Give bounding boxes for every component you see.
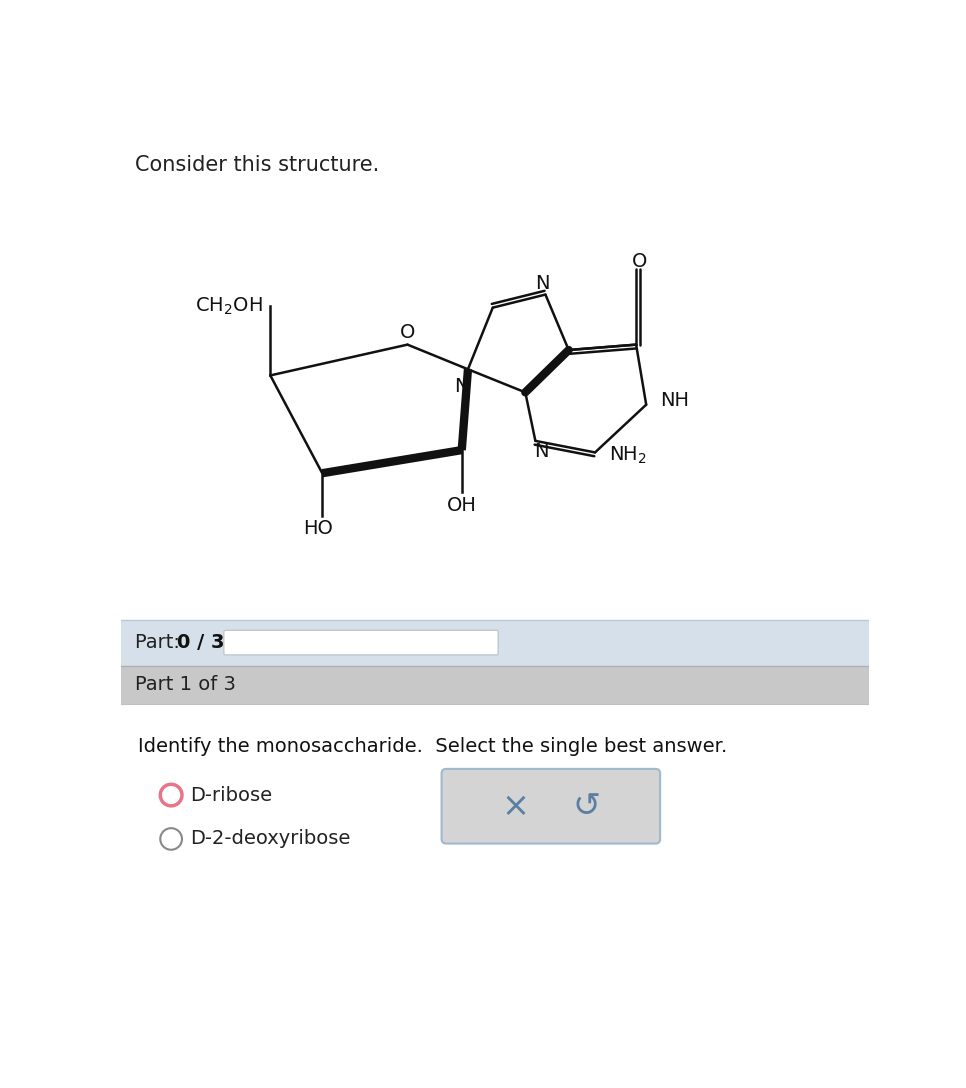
Text: NH$_2$: NH$_2$ [609, 445, 647, 466]
Text: Consider this structure.: Consider this structure. [134, 156, 379, 175]
FancyBboxPatch shape [441, 769, 660, 843]
Text: O: O [400, 323, 415, 342]
Text: N: N [534, 442, 549, 461]
FancyBboxPatch shape [121, 666, 869, 704]
Text: NH: NH [660, 391, 689, 409]
Text: N: N [454, 376, 469, 396]
FancyBboxPatch shape [224, 630, 498, 655]
Text: N: N [535, 274, 550, 294]
Text: D-ribose: D-ribose [189, 786, 271, 804]
Text: ×: × [501, 790, 529, 823]
Text: CH$_2$OH: CH$_2$OH [195, 296, 263, 317]
FancyBboxPatch shape [121, 704, 869, 968]
Text: Part 1 of 3: Part 1 of 3 [134, 676, 236, 694]
FancyBboxPatch shape [121, 619, 869, 666]
Text: OH: OH [447, 496, 476, 516]
Text: ↺: ↺ [573, 790, 601, 823]
Text: Identify the monosaccharide.  Select the single best answer.: Identify the monosaccharide. Select the … [138, 737, 727, 755]
Text: Part:: Part: [134, 633, 185, 652]
Text: O: O [632, 252, 647, 271]
Text: D-2-deoxyribose: D-2-deoxyribose [189, 829, 350, 849]
Text: 0 / 3: 0 / 3 [177, 633, 224, 652]
Text: HO: HO [303, 519, 333, 539]
